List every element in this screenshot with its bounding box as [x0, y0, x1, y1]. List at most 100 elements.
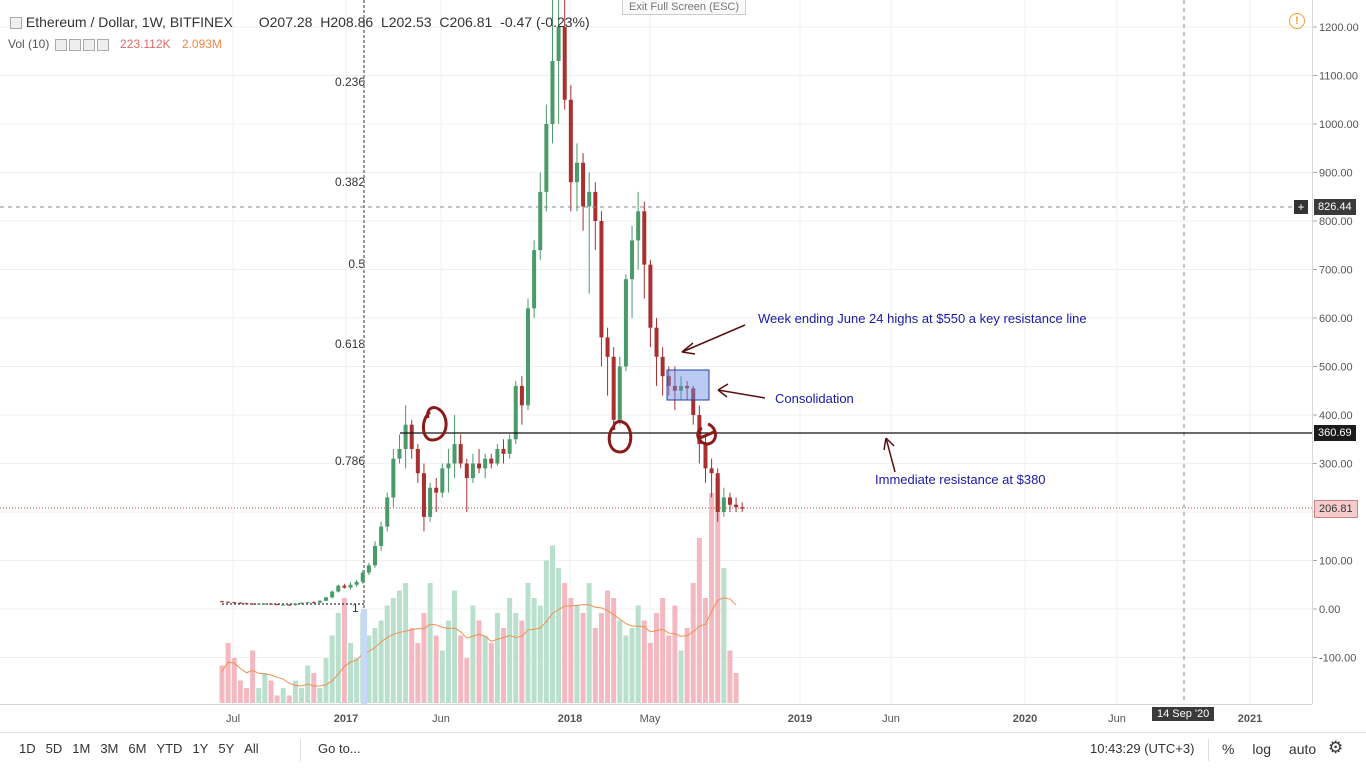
candle-body	[599, 221, 604, 338]
candle-body	[415, 448, 420, 474]
volume-bar	[690, 583, 696, 703]
candle-body	[373, 545, 377, 566]
time-axis-label: 2018	[558, 713, 582, 725]
candle-body	[226, 601, 231, 603]
high-value: H208.86	[320, 14, 374, 30]
clock[interactable]: 10:43:29 (UTC+3)	[1090, 741, 1195, 756]
volume-bar	[427, 583, 433, 703]
timeframe-button-all[interactable]: All	[244, 741, 259, 756]
time-axis-label: 2017	[334, 713, 358, 725]
volume-bar	[299, 688, 305, 703]
volume-bar	[225, 643, 231, 703]
volume-bar	[256, 688, 262, 703]
volume-bar	[390, 598, 396, 703]
volume-bar	[696, 538, 702, 703]
volume-bar	[513, 613, 519, 703]
arrow-line	[717, 389, 766, 399]
volume-ma-line	[221, 597, 737, 687]
low-value: L202.53	[380, 14, 432, 30]
candle-body	[299, 602, 304, 604]
candle-body	[495, 448, 500, 464]
exit-fullscreen-button[interactable]: Exit Full Screen (ESC)	[622, 0, 747, 15]
warning-icon[interactable]: !	[1289, 13, 1305, 29]
drawings: Week ending June 24 highs at $550 a key …	[0, 0, 1312, 704]
timeframe-button-3m[interactable]: 3M	[100, 741, 119, 756]
fib-level-label: 1	[352, 601, 359, 615]
chart-area[interactable]: 0.236 0.382 0.5 0.618 0.786 1 Week ending Jun…	[0, 0, 1312, 704]
volume-bar	[647, 643, 653, 703]
timeframe-button-ytd[interactable]: YTD	[156, 741, 183, 756]
candle-body	[324, 597, 329, 601]
range-highlight	[361, 609, 367, 704]
volume-bar	[482, 635, 488, 703]
fibonacci-levels: 0.236 0.382 0.5 0.618 0.786 1	[222, 0, 367, 704]
timeframe-button-5d[interactable]: 5D	[45, 741, 63, 756]
visibility-icon[interactable]	[54, 38, 67, 51]
price-axis-label: 600.00	[1319, 313, 1353, 325]
candle-body	[434, 487, 439, 493]
candle-body	[268, 603, 273, 605]
time-axis-label: 2019	[788, 713, 812, 725]
volume-bar	[250, 650, 256, 703]
log-toggle[interactable]: log	[1252, 741, 1272, 757]
candle-body	[470, 463, 475, 479]
candle-body	[648, 264, 653, 328]
auto-toggle[interactable]: auto	[1288, 741, 1317, 757]
candle-body	[250, 603, 255, 605]
candle-body	[532, 250, 537, 309]
crosshair-plus-icon[interactable]: +	[1294, 200, 1308, 214]
separator	[300, 739, 301, 761]
volume-bar	[556, 568, 562, 703]
price-axis[interactable]: 1200.00 1100.00 1000.00 900.00 800.00 700.00 6…	[1312, 0, 1366, 704]
volume-bar	[421, 613, 427, 703]
candle-body	[244, 603, 249, 605]
volume-bar	[537, 605, 543, 703]
volume-bar	[611, 598, 617, 703]
candle-body	[342, 585, 347, 588]
price-axis-label: 700.00	[1319, 265, 1353, 277]
close-icon[interactable]	[96, 38, 109, 51]
volume-bar	[709, 493, 715, 703]
volume-bar	[727, 650, 733, 703]
candle-body	[587, 191, 592, 207]
volume-bar	[684, 628, 690, 703]
timeframe-button-6m[interactable]: 6M	[128, 741, 147, 756]
volume-bar	[409, 628, 415, 703]
percent-toggle[interactable]: %	[1222, 741, 1235, 757]
marker-circle	[422, 406, 448, 442]
settings-icon[interactable]	[68, 38, 81, 51]
timeframe-button-1m[interactable]: 1M	[72, 741, 91, 756]
scale-options: % log auto	[1222, 741, 1330, 757]
candle-body	[513, 385, 518, 440]
add-icon[interactable]	[82, 38, 95, 51]
collapse-icon[interactable]	[10, 17, 22, 30]
candle-body	[709, 468, 714, 474]
volume-bar	[470, 605, 476, 703]
volume-bar	[262, 673, 268, 703]
volume-bar	[586, 583, 592, 703]
timeframe-button-1d[interactable]: 1D	[19, 741, 36, 756]
goto-button[interactable]: Go to...	[318, 741, 361, 756]
price-axis-label: 1200.00	[1319, 22, 1359, 34]
candle-body	[220, 601, 224, 603]
volume-bar	[403, 583, 409, 703]
candle-body	[489, 458, 494, 464]
volume-bar	[702, 598, 708, 703]
volume-bar	[231, 658, 237, 703]
candle-body	[348, 584, 353, 588]
volume-bar	[458, 635, 464, 703]
volume-bar	[476, 620, 482, 703]
volume-bar	[501, 628, 507, 703]
time-axis[interactable]: Jul 2017 Jun 2018 May 2019 Jun 2020 Jun 2021	[0, 704, 1312, 733]
candle-body	[311, 602, 316, 604]
candle-body	[440, 468, 445, 493]
volume-bar	[562, 583, 568, 703]
candle-body	[458, 444, 463, 464]
price-chart[interactable]: 0.236 0.382 0.5 0.618 0.786 1 Week ending Jun…	[0, 0, 1312, 704]
volume-bar	[286, 695, 292, 703]
timeframe-button-1y[interactable]: 1Y	[192, 741, 209, 756]
gear-icon[interactable]: ⚙	[1328, 738, 1344, 757]
timeframe-button-5y[interactable]: 5Y	[218, 741, 235, 756]
volume-bar	[243, 688, 249, 703]
time-axis-label: May	[640, 713, 661, 725]
